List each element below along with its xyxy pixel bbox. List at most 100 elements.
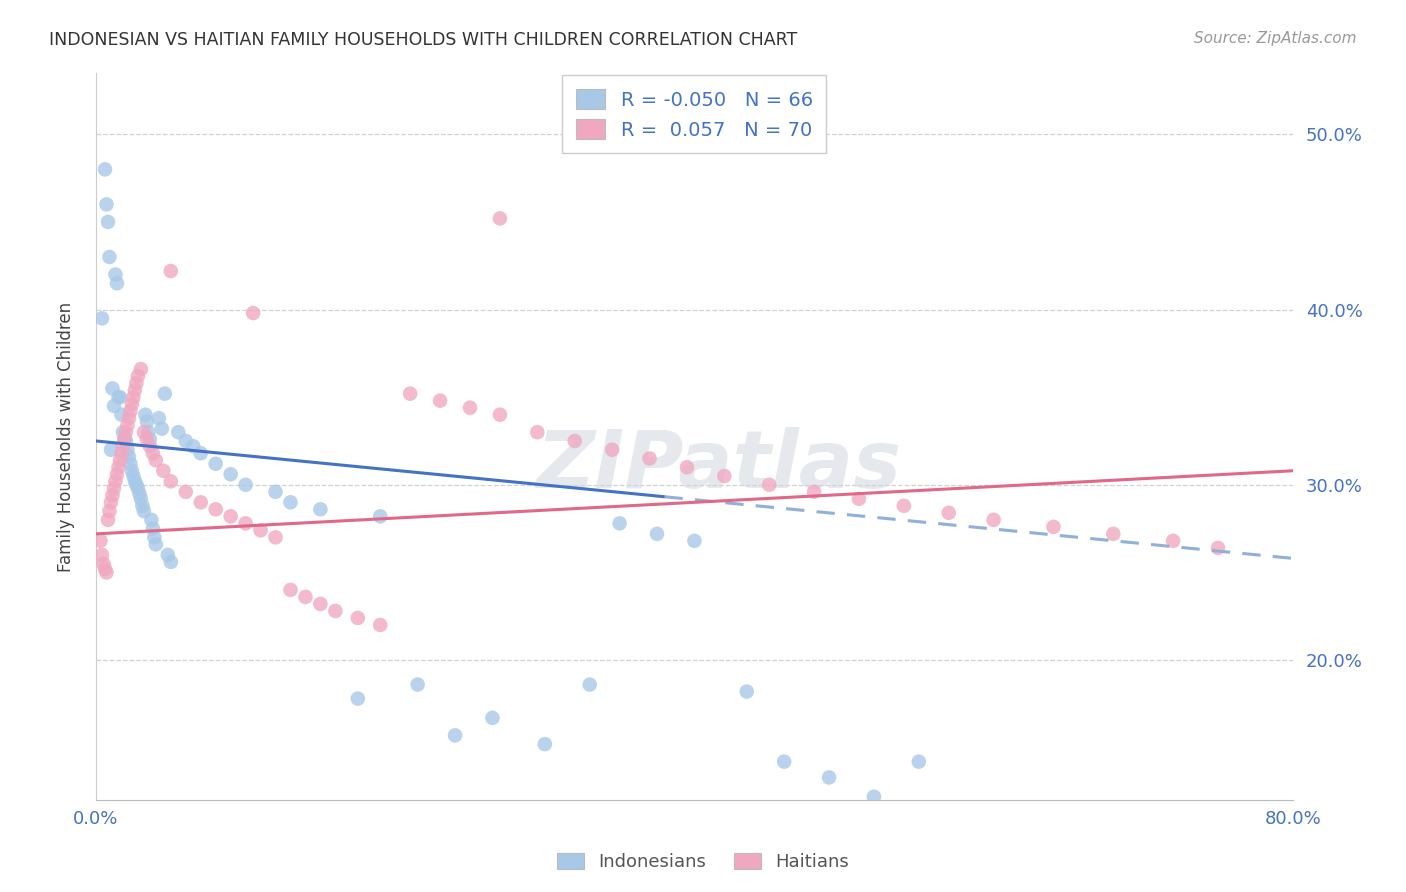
Legend: R = -0.050   N = 66, R =  0.057   N = 70: R = -0.050 N = 66, R = 0.057 N = 70 [562, 76, 827, 153]
Point [124, 383, 146, 397]
Point [132, 425, 155, 440]
Point [803, 484, 825, 499]
Point [249, 524, 271, 538]
Point [139, 439, 162, 453]
Point [105, 277, 128, 291]
Point [159, 555, 181, 569]
Point [489, 211, 512, 226]
Point [96, 566, 118, 580]
Point [117, 442, 139, 457]
Point [818, 771, 841, 785]
Point [159, 475, 181, 489]
Point [489, 408, 512, 422]
Point [280, 495, 302, 509]
Point [406, 677, 429, 691]
Point [481, 711, 503, 725]
Point [526, 425, 548, 440]
Point [108, 453, 131, 467]
Point [125, 376, 148, 391]
Y-axis label: Family Households with Children: Family Households with Children [58, 301, 75, 572]
Point [145, 537, 167, 551]
Point [117, 418, 139, 433]
Point [346, 691, 368, 706]
Point [533, 737, 555, 751]
Point [93, 557, 115, 571]
Point [578, 677, 600, 691]
Point [97, 513, 120, 527]
Point [219, 467, 242, 482]
Point [713, 469, 735, 483]
Point [204, 502, 226, 516]
Point [120, 457, 142, 471]
Point [683, 533, 706, 548]
Point [145, 453, 167, 467]
Point [204, 457, 226, 471]
Point [399, 386, 422, 401]
Point [309, 502, 332, 516]
Point [264, 484, 287, 499]
Point [219, 509, 242, 524]
Point [638, 451, 661, 466]
Point [101, 488, 124, 502]
Point [125, 477, 148, 491]
Point [110, 408, 132, 422]
Point [105, 467, 128, 482]
Point [103, 399, 125, 413]
Point [128, 486, 150, 500]
Point [104, 268, 127, 282]
Point [114, 432, 136, 446]
Point [863, 789, 886, 804]
Point [104, 475, 127, 489]
Point [103, 481, 125, 495]
Point [368, 509, 391, 524]
Point [368, 618, 391, 632]
Point [91, 548, 114, 562]
Point [346, 611, 368, 625]
Point [174, 484, 197, 499]
Point [645, 526, 668, 541]
Point [115, 425, 138, 440]
Legend: Indonesians, Haitians: Indonesians, Haitians [550, 846, 856, 879]
Point [131, 499, 153, 513]
Point [444, 728, 467, 742]
Point [983, 513, 1005, 527]
Point [152, 464, 174, 478]
Point [148, 411, 170, 425]
Point [100, 495, 122, 509]
Point [1161, 533, 1184, 548]
Point [564, 434, 586, 448]
Text: ZIPatlas: ZIPatlas [536, 426, 901, 505]
Point [124, 475, 146, 489]
Point [115, 434, 138, 448]
Point [893, 499, 915, 513]
Point [120, 404, 142, 418]
Text: Source: ZipAtlas.com: Source: ZipAtlas.com [1194, 31, 1357, 46]
Point [907, 755, 929, 769]
Point [91, 311, 114, 326]
Point [94, 162, 117, 177]
Point [848, 491, 870, 506]
Point [135, 432, 157, 446]
Point [122, 390, 145, 404]
Point [938, 506, 960, 520]
Point [181, 439, 204, 453]
Point [190, 495, 212, 509]
Point [121, 397, 143, 411]
Point [309, 597, 332, 611]
Point [139, 432, 162, 446]
Point [190, 446, 212, 460]
Point [676, 460, 699, 475]
Point [122, 469, 145, 483]
Point [129, 362, 152, 376]
Point [114, 432, 136, 446]
Point [758, 477, 780, 491]
Point [111, 439, 134, 453]
Point [135, 415, 157, 429]
Point [609, 516, 631, 531]
Point [118, 450, 141, 464]
Point [429, 393, 451, 408]
Point [1102, 526, 1125, 541]
Point [159, 264, 181, 278]
Point [98, 504, 121, 518]
Point [138, 425, 160, 440]
